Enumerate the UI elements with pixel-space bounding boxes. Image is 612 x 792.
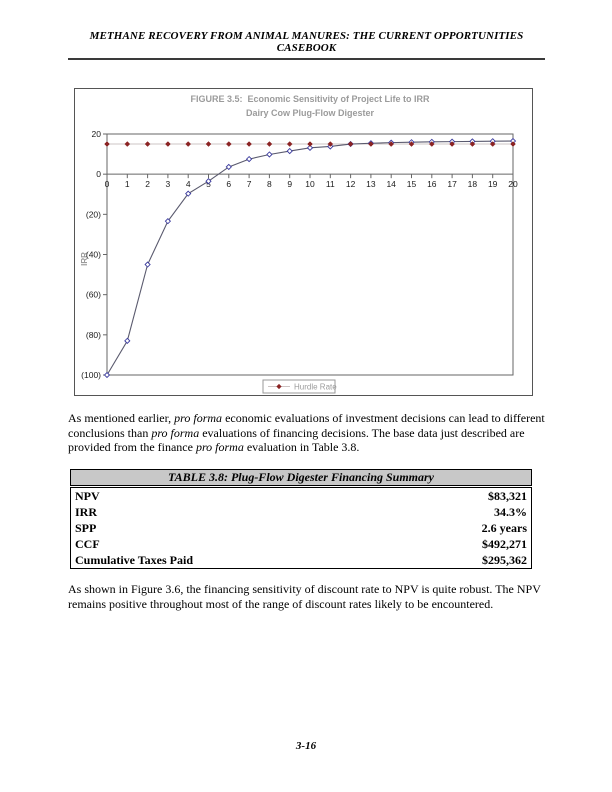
hurdle-marker-icon	[388, 141, 395, 147]
row-value: 2.6 years	[481, 521, 527, 535]
row-label: NPV	[75, 489, 100, 503]
hurdle-marker-icon	[347, 141, 354, 147]
x-tick-label: 18	[468, 179, 478, 189]
hurdle-marker-icon	[205, 141, 212, 147]
x-tick-label: 0	[105, 179, 110, 189]
x-tick-label: 19	[488, 179, 498, 189]
hurdle-marker-icon	[225, 141, 232, 147]
row-value: $83,321	[488, 489, 527, 503]
hurdle-marker-icon	[489, 141, 496, 147]
irr-marker-icon	[286, 147, 293, 155]
hurdle-marker-icon	[104, 141, 110, 147]
x-tick-label: 7	[247, 179, 252, 189]
text-run: economic evaluations of investment decis…	[68, 411, 545, 440]
x-tick-label: 6	[226, 179, 231, 189]
x-tick-label: 12	[346, 179, 356, 189]
irr-marker-icon	[245, 155, 253, 163]
x-tick-label: 8	[267, 179, 272, 189]
hurdle-marker-icon	[246, 141, 252, 147]
y-tick-label: 20	[92, 129, 102, 139]
x-tick-label: 10	[305, 179, 315, 189]
y-tick-label: (100)	[81, 370, 101, 380]
row-label: SPP	[75, 521, 97, 535]
paragraph-figure-3-6: As shown in Figure 3.6, the financing se…	[68, 582, 541, 611]
row-label: IRR	[75, 505, 98, 519]
x-tick-label: 20	[508, 179, 518, 189]
running-header: METHANE RECOVERY FROM ANIMAL MANURES: TH…	[68, 30, 545, 60]
figure-3-5-chart: FIGURE 3.5: Economic Sensitivity of Proj…	[80, 94, 518, 394]
hurdle-marker-icon	[510, 141, 516, 147]
table-3-8: NPV $83,321 IRR 34.3% SPP 2.6 years CCF …	[70, 487, 532, 569]
x-tick-label: 17	[447, 179, 457, 189]
figure-3-5-container: FIGURE 3.5: Economic Sensitivity of Proj…	[74, 88, 533, 396]
y-tick-label: (60)	[86, 290, 101, 300]
legend-hurdle-marker-icon	[276, 383, 282, 390]
x-tick-label: 3	[166, 179, 171, 189]
chart-title: FIGURE 3.5: Economic Sensitivity of Proj…	[190, 94, 430, 104]
plot-area: 01234567891011121314151617181920200(20)(…	[81, 129, 518, 380]
plot-border	[106, 133, 514, 376]
irr-marker-icon	[144, 261, 151, 268]
y-tick-label: (20)	[86, 209, 101, 219]
row-label: CCF	[75, 537, 100, 551]
table-row: IRR 34.3%	[71, 504, 531, 520]
hurdle-marker-icon	[286, 141, 293, 147]
hurdle-marker-icon	[185, 141, 192, 147]
text-run: As mentioned earlier,	[68, 411, 175, 425]
hurdle-marker-icon	[124, 141, 131, 147]
legend-label: Hurdle Rate	[294, 383, 337, 392]
table-row: NPV $83,321	[71, 488, 531, 504]
hurdle-marker-icon	[368, 141, 374, 147]
hurdle-marker-icon	[307, 141, 313, 147]
paragraph-proforma: As mentioned earlier, pro forma economic…	[68, 411, 549, 455]
text-run: evaluations of financing decisions. The …	[68, 425, 525, 455]
irr-marker-icon	[306, 144, 314, 151]
irr-marker-icon	[124, 337, 131, 344]
row-value: 34.3%	[494, 505, 527, 519]
row-value: $492,271	[482, 537, 527, 551]
x-tick-label: 13	[366, 179, 376, 189]
hurdle-marker-icon	[144, 141, 151, 147]
row-label: Cumulative Taxes Paid	[75, 553, 194, 567]
irr-marker-icon	[225, 163, 232, 171]
table-3-8-title: TABLE 3.8: Plug-Flow Digester Financing …	[70, 469, 532, 486]
irr-marker-icon	[164, 218, 172, 225]
x-tick-label: 2	[145, 179, 150, 189]
legend-box	[262, 379, 336, 394]
hurdle-marker-icon	[449, 141, 455, 147]
table-row: Cumulative Taxes Paid $295,362	[71, 552, 531, 568]
table-row: SPP 2.6 years	[71, 520, 531, 536]
x-tick-label: 16	[427, 179, 437, 189]
chart-subtitle: Dairy Cow Plug-Flow Digester	[246, 108, 375, 118]
x-tick-label: 1	[125, 179, 130, 189]
x-tick-label: 15	[407, 179, 417, 189]
hurdle-marker-icon	[469, 141, 476, 147]
irr-marker-icon	[185, 190, 192, 197]
x-tick-label: 9	[287, 179, 292, 189]
row-value: $295,362	[482, 553, 527, 567]
irr-marker-icon	[205, 178, 212, 185]
text-run-italic: pro forma	[174, 411, 223, 425]
page-number: 3-16	[295, 740, 317, 752]
hurdle-marker-icon	[408, 141, 415, 147]
table-row: CCF $492,271	[71, 536, 531, 552]
y-axis-title: IRR	[80, 252, 89, 266]
x-tick-label: 11	[326, 179, 335, 189]
text-run-italic: pro forma	[151, 425, 200, 440]
text-run: evaluation in Table 3.8.	[243, 440, 360, 455]
chart-legend: Hurdle Rate	[262, 379, 337, 394]
irr-marker-icon	[103, 371, 111, 379]
y-tick-label: (40)	[86, 250, 101, 260]
text-run-italic: pro forma	[195, 440, 244, 455]
irr-marker-icon	[266, 151, 273, 158]
hurdle-marker-icon	[428, 141, 435, 147]
y-tick-label: 0	[96, 169, 101, 179]
x-tick-label: 4	[186, 179, 191, 189]
hurdle-marker-icon	[327, 141, 334, 147]
y-tick-label: (80)	[86, 330, 101, 340]
x-tick-label: 14	[386, 179, 396, 189]
hurdle-marker-icon	[165, 141, 171, 147]
hurdle-marker-icon	[266, 141, 273, 147]
